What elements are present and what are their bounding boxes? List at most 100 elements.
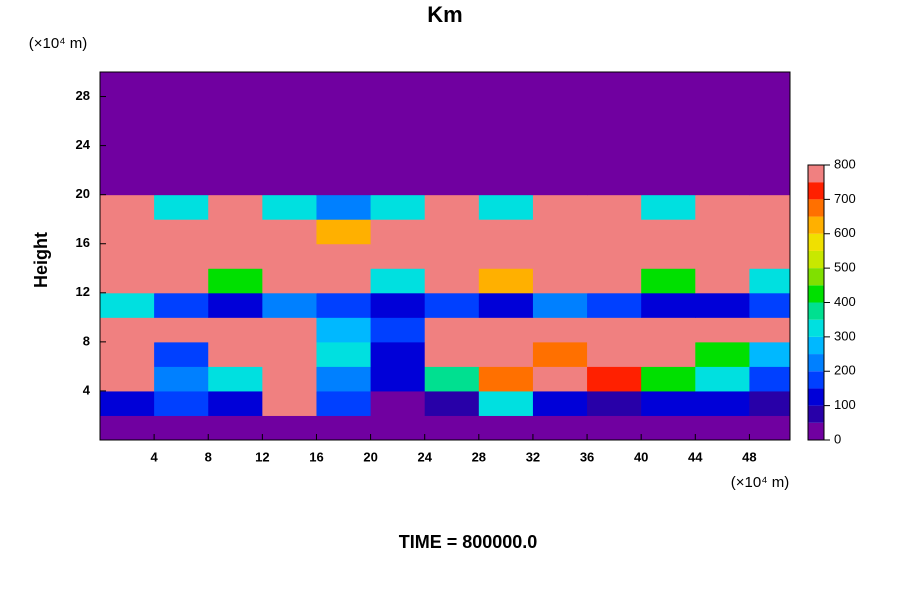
- cell: [100, 366, 155, 392]
- cell: [100, 390, 155, 416]
- y-tick-label: 20: [76, 186, 90, 201]
- cell: [641, 415, 696, 440]
- cell: [316, 341, 372, 367]
- cell: [208, 415, 263, 440]
- cell: [154, 121, 209, 147]
- cell: [370, 292, 426, 318]
- cell: [532, 96, 588, 122]
- cell: [370, 121, 426, 147]
- cell: [749, 366, 790, 392]
- cell: [641, 317, 696, 343]
- cell: [749, 243, 790, 269]
- colorbar-tick-label: 800: [834, 156, 856, 171]
- cell: [208, 96, 263, 122]
- colorbar-swatch: [808, 285, 824, 303]
- cell: [154, 366, 209, 392]
- cell: [587, 96, 642, 122]
- cell: [316, 145, 372, 171]
- cell: [478, 219, 534, 245]
- footer: TIME = 800000.0: [399, 532, 538, 552]
- cell: [641, 170, 696, 196]
- cell: [208, 268, 263, 294]
- x-tick-label: 20: [363, 449, 377, 464]
- cell: [532, 268, 588, 294]
- cell: [695, 268, 750, 294]
- cell: [695, 219, 750, 245]
- cell: [424, 268, 480, 294]
- cell: [587, 390, 642, 416]
- cell: [532, 194, 588, 220]
- cell: [100, 72, 155, 98]
- y-tick-label: 16: [76, 235, 90, 250]
- cell: [478, 145, 534, 171]
- colorbar-swatch: [808, 165, 824, 183]
- cell: [532, 145, 588, 171]
- cell: [208, 194, 263, 220]
- y-axis-label: Height: [31, 232, 51, 288]
- cell: [749, 170, 790, 196]
- cell: [587, 243, 642, 269]
- cell: [424, 317, 480, 343]
- cell: [316, 390, 372, 416]
- cell: [262, 341, 317, 367]
- cell: [316, 96, 372, 122]
- cell: [478, 121, 534, 147]
- cell: [370, 243, 426, 269]
- cell: [695, 317, 750, 343]
- cell: [154, 145, 209, 171]
- colorbar-swatch: [808, 319, 824, 337]
- colorbar-swatch: [808, 405, 824, 423]
- cell: [154, 317, 209, 343]
- cell: [695, 145, 750, 171]
- chart-title: Km: [427, 2, 462, 27]
- cell: [424, 72, 480, 98]
- cell: [154, 194, 209, 220]
- cell: [587, 72, 642, 98]
- cell: [749, 341, 790, 367]
- cell: [532, 390, 588, 416]
- cell: [641, 194, 696, 220]
- cell: [587, 366, 642, 392]
- cell: [587, 415, 642, 440]
- cell: [208, 170, 263, 196]
- cell: [695, 243, 750, 269]
- cell: [424, 96, 480, 122]
- cell: [262, 145, 317, 171]
- cell: [370, 415, 426, 440]
- cell: [370, 145, 426, 171]
- x-tick-label: 16: [309, 449, 323, 464]
- cell: [695, 415, 750, 440]
- colorbar-swatch: [808, 250, 824, 269]
- cell: [316, 317, 372, 343]
- y-tick-label: 12: [76, 284, 90, 299]
- cell: [478, 292, 534, 318]
- cell: [100, 268, 155, 294]
- cell: [316, 219, 372, 245]
- colorbar-swatch: [808, 388, 824, 406]
- cell: [154, 170, 209, 196]
- cell: [424, 170, 480, 196]
- cell: [695, 72, 750, 98]
- colorbar-swatch: [808, 199, 824, 217]
- cell: [478, 390, 534, 416]
- cell: [262, 72, 317, 98]
- cell: [532, 415, 588, 440]
- cell: [587, 170, 642, 196]
- cell: [262, 170, 317, 196]
- cell: [695, 96, 750, 122]
- colorbar-tick-label: 500: [834, 260, 856, 275]
- cell: [154, 390, 209, 416]
- cell: [532, 219, 588, 245]
- cell: [478, 194, 534, 220]
- plot-frame: [99, 71, 791, 441]
- cell: [641, 72, 696, 98]
- cell: [587, 268, 642, 294]
- cell: [316, 170, 372, 196]
- cell: [424, 341, 480, 367]
- cell: [587, 145, 642, 171]
- cell: [695, 292, 750, 318]
- cell: [370, 366, 426, 392]
- cell: [154, 268, 209, 294]
- x-tick-label: 4: [151, 449, 159, 464]
